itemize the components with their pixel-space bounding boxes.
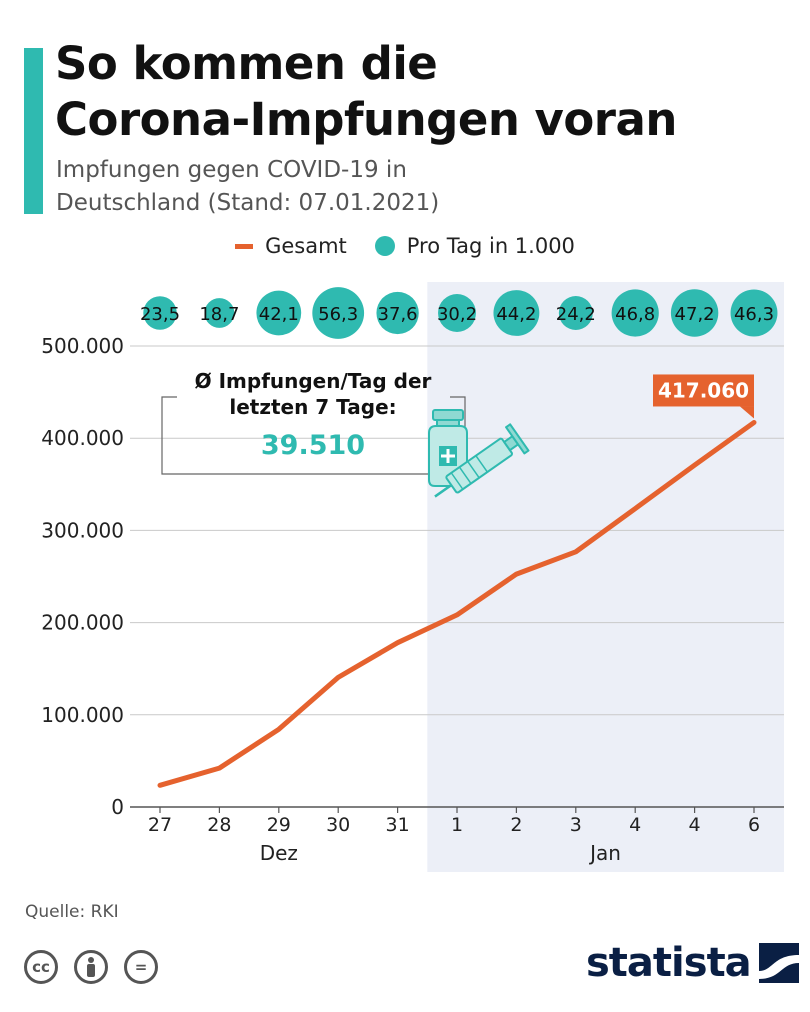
annotation-line-2: letzten 7 Tage: — [229, 395, 396, 419]
subtitle-line-2: Deutschland (Stand: 07.01.2021) — [56, 190, 440, 216]
last-value-callout: 417.060 — [653, 374, 754, 419]
daily-bubble — [256, 290, 302, 336]
daily-bubble-label: 24,2 — [556, 304, 596, 325]
title-line-1: So kommen die — [55, 37, 438, 90]
daily-bubble-label: 37,6 — [378, 304, 418, 325]
total-line — [157, 420, 757, 788]
daily-bubble — [312, 287, 365, 339]
daily-bubble-label: 44,2 — [496, 304, 536, 325]
x-tick-label: 4 — [689, 814, 701, 836]
nd-icon: = — [124, 950, 158, 984]
daily-bubble — [204, 298, 235, 328]
y-tick-label: 200.000 — [41, 611, 124, 635]
by-icon — [74, 950, 108, 984]
month-label: Dez — [260, 841, 298, 865]
license-icons: cc = — [24, 950, 174, 984]
month-labels: Dez Jan — [260, 841, 621, 865]
x-tick-label: 31 — [386, 814, 410, 836]
daily-bubbles: 23,5 18,7 42,1 56,3 37,6 30,2 44,2 24,2 46,8 47,2… — [140, 287, 778, 339]
daily-bubble — [493, 290, 540, 336]
y-tick-label: 400.000 — [41, 426, 124, 450]
legend-line-swatch — [235, 243, 254, 249]
vaccine-syringe-icon — [428, 409, 530, 498]
chart-subtitle: Impfungen gegen COVID-19 in Deutschland … — [56, 154, 439, 220]
y-tick-label: 500.000 — [41, 334, 124, 358]
chart-title: So kommen die Corona-Impfungen voran — [55, 36, 677, 148]
daily-bubble-label: 46,3 — [734, 304, 774, 325]
y-axis-ticks: 0 100.000 200.000 300.000 400.000 500.000 — [41, 334, 124, 819]
daily-bubble — [558, 296, 593, 330]
legend-label-total: Gesamt — [265, 234, 347, 258]
x-tick-label: 1 — [451, 814, 463, 836]
y-tick-label: 100.000 — [41, 703, 124, 727]
daily-bubble-label: 30,2 — [437, 304, 477, 325]
brand-name: statista — [586, 940, 752, 986]
legend-item-total: Gesamt — [235, 234, 347, 258]
daily-bubble — [730, 289, 778, 337]
source-note: Quelle: RKI — [25, 902, 119, 922]
daily-bubble — [670, 289, 719, 337]
title-accent-bar — [24, 48, 43, 214]
daily-bubble — [143, 296, 177, 330]
statista-mark-icon — [758, 943, 799, 983]
last-value-label: 417.060 — [658, 378, 749, 402]
y-tick-label: 0 — [111, 795, 124, 819]
legend-item-daily: Pro Tag in 1.000 — [374, 234, 575, 258]
x-axis-ticks: 27 28 29 30 31 1 2 3 4 4 6 — [148, 807, 760, 836]
cc-icon: cc — [24, 950, 58, 984]
y-tick-label: 300.000 — [41, 518, 124, 542]
title-line-2: Corona-Impfungen voran — [55, 93, 677, 146]
x-tick-label: 2 — [510, 814, 522, 836]
callout-pointer — [740, 406, 754, 419]
daily-bubble-label: 56,3 — [318, 304, 358, 325]
daily-bubble-label: 18,7 — [199, 304, 239, 325]
daily-bubble-label: 47,2 — [675, 304, 715, 325]
daily-bubble — [438, 294, 476, 332]
legend: Gesamt Pro Tag in 1.000 — [0, 234, 810, 258]
annotation-line-1: Ø Impfungen/Tag der — [195, 369, 432, 393]
annotation-bracket — [161, 396, 466, 475]
daily-bubble — [376, 291, 419, 335]
x-tick-label: 4 — [629, 814, 641, 836]
january-highlight-area — [427, 282, 784, 872]
daily-bubble — [611, 289, 659, 337]
annotation-value: 39.510 — [261, 430, 365, 461]
legend-dot-swatch — [374, 236, 395, 256]
statista-logo: statista — [586, 940, 799, 986]
daily-bubble-label: 23,5 — [140, 304, 180, 325]
x-tick-label: 28 — [207, 814, 231, 836]
x-tick-label: 6 — [748, 814, 760, 836]
x-tick-label: 3 — [570, 814, 582, 836]
callout-box — [653, 374, 754, 407]
daily-bubble-label: 42,1 — [259, 304, 299, 325]
x-tick-label: 29 — [267, 814, 291, 836]
daily-bubble-label: 46,8 — [615, 304, 655, 325]
subtitle-line-1: Impfungen gegen COVID-19 in — [56, 157, 407, 183]
x-tick-label: 30 — [326, 814, 350, 836]
legend-label-daily: Pro Tag in 1.000 — [406, 234, 575, 258]
average-annotation: Ø Impfungen/Tag der letzten 7 Tage: 39.5… — [161, 369, 466, 475]
month-label: Jan — [588, 841, 621, 865]
x-tick-label: 27 — [148, 814, 172, 836]
